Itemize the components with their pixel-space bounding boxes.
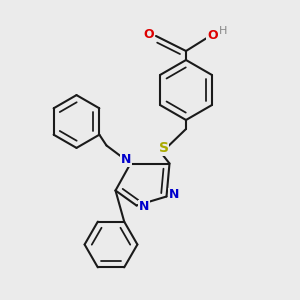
Text: O: O [207,28,218,42]
Text: N: N [121,153,131,167]
Text: H: H [218,26,227,37]
Text: N: N [139,200,149,214]
Text: O: O [143,28,154,41]
Text: N: N [169,188,179,202]
Text: S: S [158,142,169,155]
